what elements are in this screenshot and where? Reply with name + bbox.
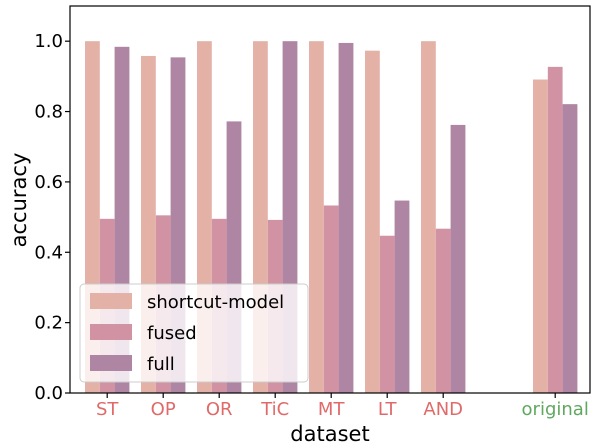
- x-tick-label-tic: TiC: [260, 399, 289, 420]
- bar-shortcut-model-LT: [365, 50, 380, 394]
- bar-shortcut-model-AND: [421, 41, 436, 394]
- legend-swatch-shortcut-model: [90, 293, 132, 309]
- y-tick-label: 0.4: [34, 242, 63, 263]
- bar-full-original: [562, 104, 578, 393]
- x-tick-label-original: original: [522, 399, 589, 420]
- y-axis: 0.0 0.2 0.4 0.6 0.8 1.0: [34, 31, 70, 404]
- bar-full-MT: [338, 42, 354, 393]
- y-tick-label: 0.2: [34, 313, 63, 334]
- legend: shortcut-model fused full: [79, 283, 309, 383]
- bar-fused-LT: [379, 235, 395, 393]
- bars-group: [85, 41, 578, 394]
- y-tick-label: 0.6: [34, 172, 63, 193]
- legend-swatch-full: [90, 355, 132, 371]
- legend-label-full: full: [147, 354, 175, 375]
- bar-fused-MT: [323, 205, 339, 393]
- x-axis-label: dataset: [290, 422, 369, 446]
- legend-box: [79, 283, 309, 383]
- y-tick-label: 1.0: [34, 31, 63, 52]
- legend-label-shortcut-model: shortcut-model: [147, 292, 284, 313]
- y-tick-label: 0.8: [34, 102, 63, 123]
- y-tick-label: 0.0: [34, 383, 63, 404]
- y-axis-label: accuracy: [7, 153, 31, 248]
- x-tick-label-st: ST: [96, 399, 119, 420]
- plot-frame: [69, 5, 591, 394]
- bar-full-AND: [450, 124, 466, 393]
- x-tick-label-and: AND: [423, 399, 463, 420]
- bar-fused-AND: [435, 228, 451, 393]
- x-tick-label-op: OP: [151, 399, 176, 420]
- x-axis: ST OP OR TiC MT LT AND original: [96, 393, 589, 420]
- x-tick-label-mt: MT: [318, 399, 346, 420]
- bar-shortcut-model-original: [533, 79, 548, 393]
- legend-swatch-fused: [90, 324, 132, 340]
- bar-fused-original: [547, 66, 563, 394]
- legend-label-fused: fused: [147, 323, 197, 344]
- x-tick-label-or: OR: [206, 399, 233, 420]
- bar-shortcut-model-MT: [309, 41, 324, 394]
- x-tick-label-lt: LT: [378, 399, 398, 420]
- bar-full-LT: [394, 200, 410, 393]
